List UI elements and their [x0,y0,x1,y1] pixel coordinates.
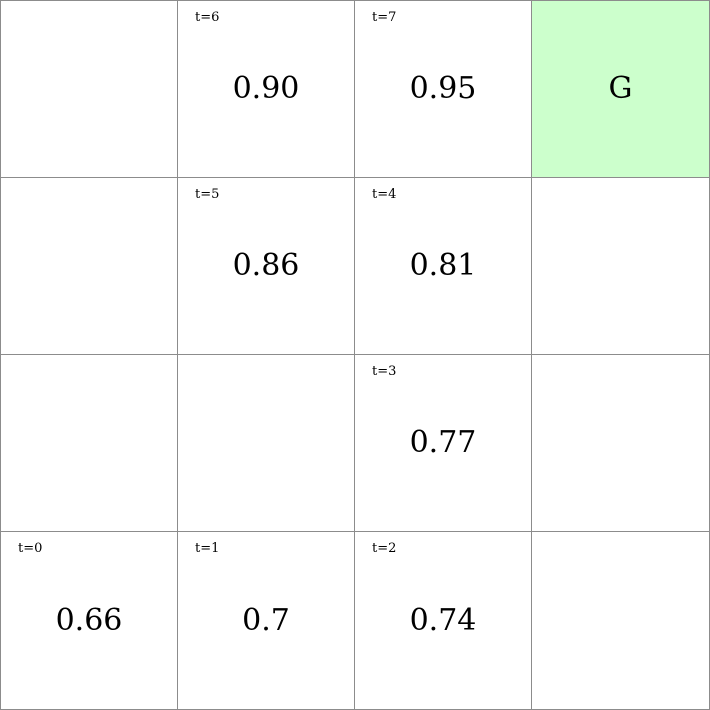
time-step-label: t=5 [195,187,220,202]
state-value: 0.81 [409,248,477,283]
grid-cell [178,355,355,532]
state-value: 0.86 [232,248,300,283]
grid-cell: t=4 0.81 [355,178,532,355]
time-step-label: t=4 [372,187,397,202]
time-step-label: t=7 [372,10,397,25]
state-value: 0.77 [409,425,477,460]
grid-cell [532,532,709,709]
grid-cell: t=6 0.90 [178,1,355,178]
time-step-label: t=3 [372,364,397,379]
grid-cell: t=3 0.77 [355,355,532,532]
grid-cell [1,178,178,355]
grid-cell [1,1,178,178]
state-value: 0.95 [409,71,477,106]
grid-cell: t=1 0.7 [178,532,355,709]
grid-cell [532,178,709,355]
state-value: 0.74 [409,602,477,638]
state-value: 0.7 [242,602,290,638]
time-step-label: t=0 [18,541,43,556]
grid-cell [1,355,178,532]
grid-cell: t=2 0.74 [355,532,532,709]
goal-label: G [608,71,633,106]
goal-cell: G [532,1,709,178]
state-value: 0.90 [232,71,300,106]
grid-cell: t=0 0.66 [1,532,178,709]
time-step-label: t=2 [372,541,397,556]
grid-cell: t=5 0.86 [178,178,355,355]
state-value: 0.66 [55,602,123,638]
time-step-label: t=6 [195,10,220,25]
grid-cell [532,355,709,532]
grid-cell: t=7 0.95 [355,1,532,178]
time-step-label: t=1 [195,541,220,556]
